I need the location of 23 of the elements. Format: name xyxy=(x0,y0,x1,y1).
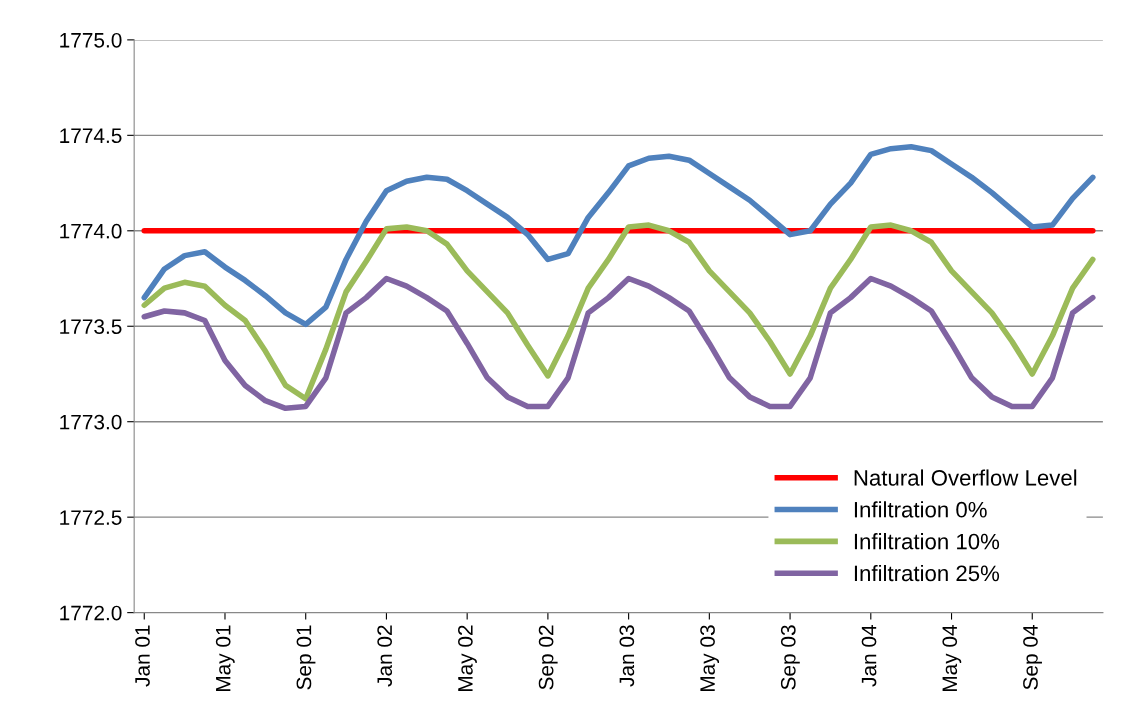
legend-label: Infiltration 10% xyxy=(854,533,1000,550)
x-tick-label: May 02 xyxy=(458,625,477,692)
y-tick-label: 1773.0 xyxy=(60,414,122,430)
x-tick-label: Jan 04 xyxy=(861,625,877,687)
legend-label: Infiltration 25% xyxy=(854,564,1000,582)
x-tick-label: Sep 04 xyxy=(1023,625,1042,690)
y-tick-label: 1775.0 xyxy=(60,32,122,48)
x-tick-label: May 04 xyxy=(942,625,962,692)
x-tick-label: Jan 03 xyxy=(619,625,635,687)
x-tick-label: Sep 02 xyxy=(538,625,558,690)
x-tick-label: May 03 xyxy=(700,625,720,692)
y-tick-label: 1774.5 xyxy=(60,128,122,144)
x-tick-label: Jan 02 xyxy=(377,625,393,687)
y-tick-label: 1772.0 xyxy=(60,605,122,621)
legend-label: Natural Overflow Level xyxy=(854,469,1077,486)
x-tick-label: Sep 01 xyxy=(296,625,316,690)
x-tick-label: May 01 xyxy=(215,625,235,692)
y-tick-label: 1773.5 xyxy=(60,319,122,334)
x-tick-label: Jan 01 xyxy=(135,625,150,687)
legend-label: Infiltration 0% xyxy=(854,501,987,518)
x-tick-label: Sep 03 xyxy=(780,625,800,690)
y-tick-label: 1774.0 xyxy=(60,223,122,239)
y-tick-label: 1772.5 xyxy=(60,510,122,525)
